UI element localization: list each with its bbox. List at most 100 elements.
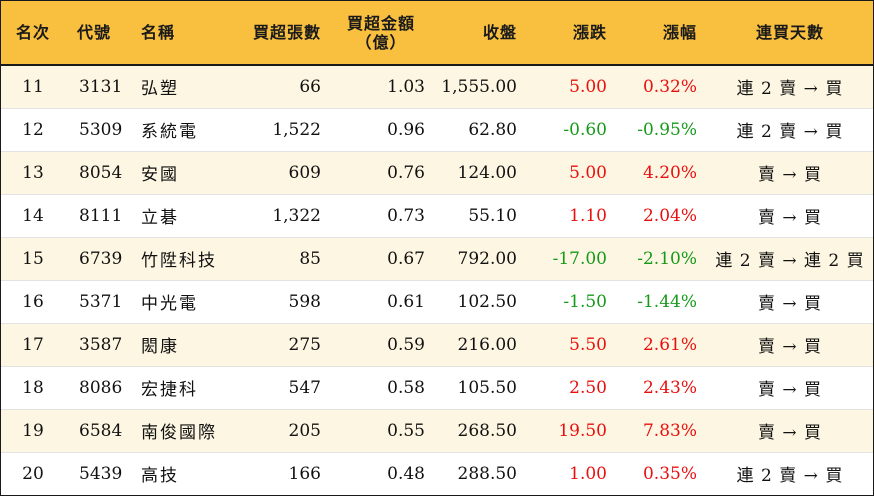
name-cell: 宏捷科 [131,365,229,409]
volume-cell: 166 [229,451,331,495]
amount-cell: 0.96 [331,107,435,151]
table-row: 16 5371 中光電 598 0.61 102.50 -1.50 -1.44% 賣 → 買 [1,279,873,323]
change-cell: 2.50 [527,365,617,409]
name-cell: 高技 [131,451,229,495]
amount-cell: 0.55 [331,408,435,452]
days-cell: 賣 → 買 [707,322,873,366]
rank-cell: 11 [1,64,65,108]
name-cell: 閎康 [131,322,229,366]
days-cell: 賣 → 買 [707,408,873,452]
volume-cell: 598 [229,279,331,323]
amount-cell: 0.58 [331,365,435,409]
amount-cell: 0.61 [331,279,435,323]
table-row: 14 8111 立碁 1,322 0.73 55.10 1.10 2.04% 賣 → 買 [1,193,873,237]
code-cell: 6584 [65,408,131,452]
name-cell: 中光電 [131,279,229,323]
pct-cell: 7.83% [617,408,707,452]
volume-cell: 205 [229,408,331,452]
pct-cell: -2.10% [617,236,707,280]
name-cell: 弘塑 [131,64,229,108]
table-row: 20 5439 高技 166 0.48 288.50 1.00 0.35% 連 2 賣 → 買 [1,451,873,495]
days-cell: 連 2 賣 → 買 [707,107,873,151]
header-name: 名稱 [141,23,176,42]
code-cell: 3587 [65,322,131,366]
name-cell: 立碁 [131,193,229,237]
days-cell: 賣 → 買 [707,150,873,194]
pct-cell: 4.20% [617,150,707,194]
table-row: 12 5309 系統電 1,522 0.96 62.80 -0.60 -0.95% 連 2 賣 … [1,107,873,151]
days-cell: 連 2 賣 → 買 [707,64,873,108]
header-amount-line2: （億） [355,32,407,52]
code-cell: 6739 [65,236,131,280]
table-row: 15 6739 竹陞科技 85 0.67 792.00 -17.00 -2.10% 連 2 賣 … [1,236,873,280]
header-code: 代號 [77,23,112,42]
pct-cell: -0.95% [617,107,707,151]
code-cell: 8054 [65,150,131,194]
table-body: 11 3131 弘塑 66 1.03 1,555.00 5.00 0.32% 連 2 賣 → 買… [1,64,873,495]
volume-cell: 1,322 [229,193,331,237]
close-cell: 792.00 [435,236,527,280]
volume-cell: 1,522 [229,107,331,151]
rank-cell: 18 [1,365,65,409]
pct-cell: 2.04% [617,193,707,237]
name-cell: 南俊國際 [131,408,229,452]
amount-cell: 0.76 [331,150,435,194]
code-cell: 5371 [65,279,131,323]
header-volume: 買超張數 [252,23,321,42]
close-cell: 216.00 [435,322,527,366]
table-row: 13 8054 安國 609 0.76 124.00 5.00 4.20% 賣 → 買 [1,150,873,194]
code-cell: 3131 [65,64,131,108]
change-cell: 5.50 [527,322,617,366]
rank-cell: 12 [1,107,65,151]
rank-cell: 14 [1,193,65,237]
header-change: 漲跌 [572,23,607,42]
volume-cell: 85 [229,236,331,280]
close-cell: 105.50 [435,365,527,409]
pct-cell: 2.43% [617,365,707,409]
code-cell: 5439 [65,451,131,495]
days-cell: 連 2 賣 → 連 2 買 [707,236,873,280]
name-cell: 安國 [131,150,229,194]
header-amount-line1: 買超金額 [346,13,415,33]
header-pct: 漲幅 [662,23,697,42]
change-cell: -17.00 [527,236,617,280]
close-cell: 288.50 [435,451,527,495]
pct-cell: 0.35% [617,451,707,495]
table-row: 11 3131 弘塑 66 1.03 1,555.00 5.00 0.32% 連 2 賣 → 買 [1,64,873,108]
rank-cell: 13 [1,150,65,194]
header-rank: 名次 [15,23,50,42]
header-amount: 買超金額 （億） [331,1,435,65]
pct-cell: 0.32% [617,64,707,108]
days-cell: 賣 → 買 [707,365,873,409]
volume-cell: 609 [229,150,331,194]
rank-cell: 20 [1,451,65,495]
pct-cell: 2.61% [617,322,707,366]
rank-cell: 16 [1,279,65,323]
close-cell: 1,555.00 [435,64,527,108]
table-row: 18 8086 宏捷科 547 0.58 105.50 2.50 2.43% 賣 → 買 [1,365,873,409]
change-cell: 5.00 [527,150,617,194]
rank-cell: 17 [1,322,65,366]
close-cell: 268.50 [435,408,527,452]
days-cell: 賣 → 買 [707,193,873,237]
amount-cell: 0.73 [331,193,435,237]
days-cell: 賣 → 買 [707,279,873,323]
table-row: 19 6584 南俊國際 205 0.55 268.50 19.50 7.83% 賣 → 買 [1,408,873,452]
change-cell: 1.00 [527,451,617,495]
volume-cell: 66 [229,64,331,108]
code-cell: 8086 [65,365,131,409]
change-cell: 19.50 [527,408,617,452]
header-close: 收盤 [482,23,517,42]
table-row: 17 3587 閎康 275 0.59 216.00 5.50 2.61% 賣 → 買 [1,322,873,366]
change-cell: -1.50 [527,279,617,323]
header-row: 名次 代號 名稱 買超張數 買超金額 （億） 收盤 漲跌 漲幅 連買天數 [1,1,873,65]
header-days: 連買天數 [755,23,824,42]
pct-cell: -1.44% [617,279,707,323]
volume-cell: 547 [229,365,331,409]
name-cell: 系統電 [131,107,229,151]
close-cell: 62.80 [435,107,527,151]
change-cell: 1.10 [527,193,617,237]
rank-cell: 19 [1,408,65,452]
close-cell: 124.00 [435,150,527,194]
